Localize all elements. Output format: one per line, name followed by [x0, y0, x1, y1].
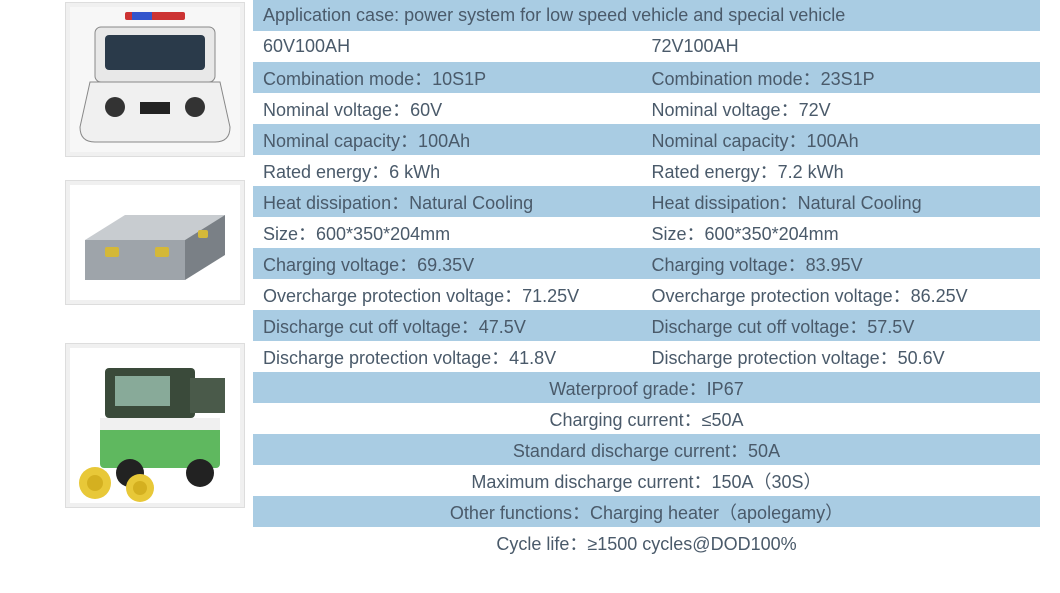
- header-row: Application case: power system for low s…: [253, 0, 1040, 31]
- charging-voltage-row: Charging voltage：69.35V Charging voltage…: [253, 248, 1040, 279]
- vehicle-bottom-image: [65, 343, 245, 508]
- variant-0-heat: Heat dissipation：Natural Cooling: [263, 189, 652, 215]
- title-row: 60V100AH 72V100AH: [253, 31, 1040, 62]
- max-discharge-row: Maximum discharge current：150A（30S）: [253, 465, 1040, 496]
- variant-0-chgv: Charging voltage：69.35V: [263, 251, 652, 277]
- heat-row: Heat dissipation：Natural Cooling Heat di…: [253, 186, 1040, 217]
- waterproof-text: Waterproof grade：IP67: [549, 375, 743, 401]
- overcharge-row: Overcharge protection voltage：71.25V Ove…: [253, 279, 1040, 310]
- variant-1-title: 72V100AH: [652, 36, 1041, 57]
- variant-0-energy: Rated energy：6 kWh: [263, 158, 652, 184]
- discharge-protection-row: Discharge protection voltage：41.8V Disch…: [253, 341, 1040, 372]
- variant-0-size: Size：600*350*204mm: [263, 220, 652, 246]
- waterproof-row: Waterproof grade：IP67: [253, 372, 1040, 403]
- standard-discharge-row: Standard discharge current：50A: [253, 434, 1040, 465]
- discharge-cutoff-row: Discharge cut off voltage：47.5V Discharg…: [253, 310, 1040, 341]
- max-discharge-text: Maximum discharge current：150A（30S）: [471, 468, 821, 494]
- variant-1-size: Size：600*350*204mm: [652, 220, 1041, 246]
- variant-0-dp: Discharge protection voltage：41.8V: [263, 344, 652, 370]
- combination-row: Combination mode：10S1P Combination mode：…: [253, 62, 1040, 93]
- cycle-life-row: Cycle life：≥1500 cycles@DOD100%: [253, 527, 1040, 558]
- battery-image: [65, 180, 245, 305]
- vehicle-top-image: [65, 2, 245, 157]
- variant-0-oc: Overcharge protection voltage：71.25V: [263, 282, 652, 308]
- variant-1-oc: Overcharge protection voltage：86.25V: [652, 282, 1041, 308]
- charging-current-text: Charging current：≤50A: [550, 406, 744, 432]
- variant-0-dco: Discharge cut off voltage：47.5V: [263, 313, 652, 339]
- charging-current-row: Charging current：≤50A: [253, 403, 1040, 434]
- variant-1-nomv: Nominal voltage：72V: [652, 96, 1041, 122]
- page-container: Application case: power system for low s…: [0, 0, 1060, 593]
- cycle-life-text: Cycle life：≥1500 cycles@DOD100%: [496, 530, 796, 556]
- variant-1-energy: Rated energy：7.2 kWh: [652, 158, 1041, 184]
- variant-1-heat: Heat dissipation：Natural Cooling: [652, 189, 1041, 215]
- variant-1-combination: Combination mode：23S1P: [652, 65, 1041, 91]
- other-functions-row: Other functions：Charging heater（apolegam…: [253, 496, 1040, 527]
- variant-1-dp: Discharge protection voltage：50.6V: [652, 344, 1041, 370]
- image-column: [0, 0, 253, 593]
- size-row: Size：600*350*204mm Size：600*350*204mm: [253, 217, 1040, 248]
- nominal-capacity-row: Nominal capacity：100Ah Nominal capacity：…: [253, 124, 1040, 155]
- variant-0-nomc: Nominal capacity：100Ah: [263, 127, 652, 153]
- nominal-voltage-row: Nominal voltage：60V Nominal voltage：72V: [253, 93, 1040, 124]
- header-text: Application case: power system for low s…: [263, 5, 845, 26]
- standard-discharge-text: Standard discharge current：50A: [513, 437, 780, 463]
- other-functions-text: Other functions：Charging heater（apolegam…: [450, 499, 843, 525]
- variant-1-nomc: Nominal capacity：100Ah: [652, 127, 1041, 153]
- variant-1-dco: Discharge cut off voltage：57.5V: [652, 313, 1041, 339]
- rated-energy-row: Rated energy：6 kWh Rated energy：7.2 kWh: [253, 155, 1040, 186]
- variant-1-chgv: Charging voltage：83.95V: [652, 251, 1041, 277]
- spec-table: Application case: power system for low s…: [253, 0, 1060, 593]
- variant-0-nomv: Nominal voltage：60V: [263, 96, 652, 122]
- variant-0-combination: Combination mode：10S1P: [263, 65, 652, 91]
- variant-0-title: 60V100AH: [263, 36, 652, 57]
